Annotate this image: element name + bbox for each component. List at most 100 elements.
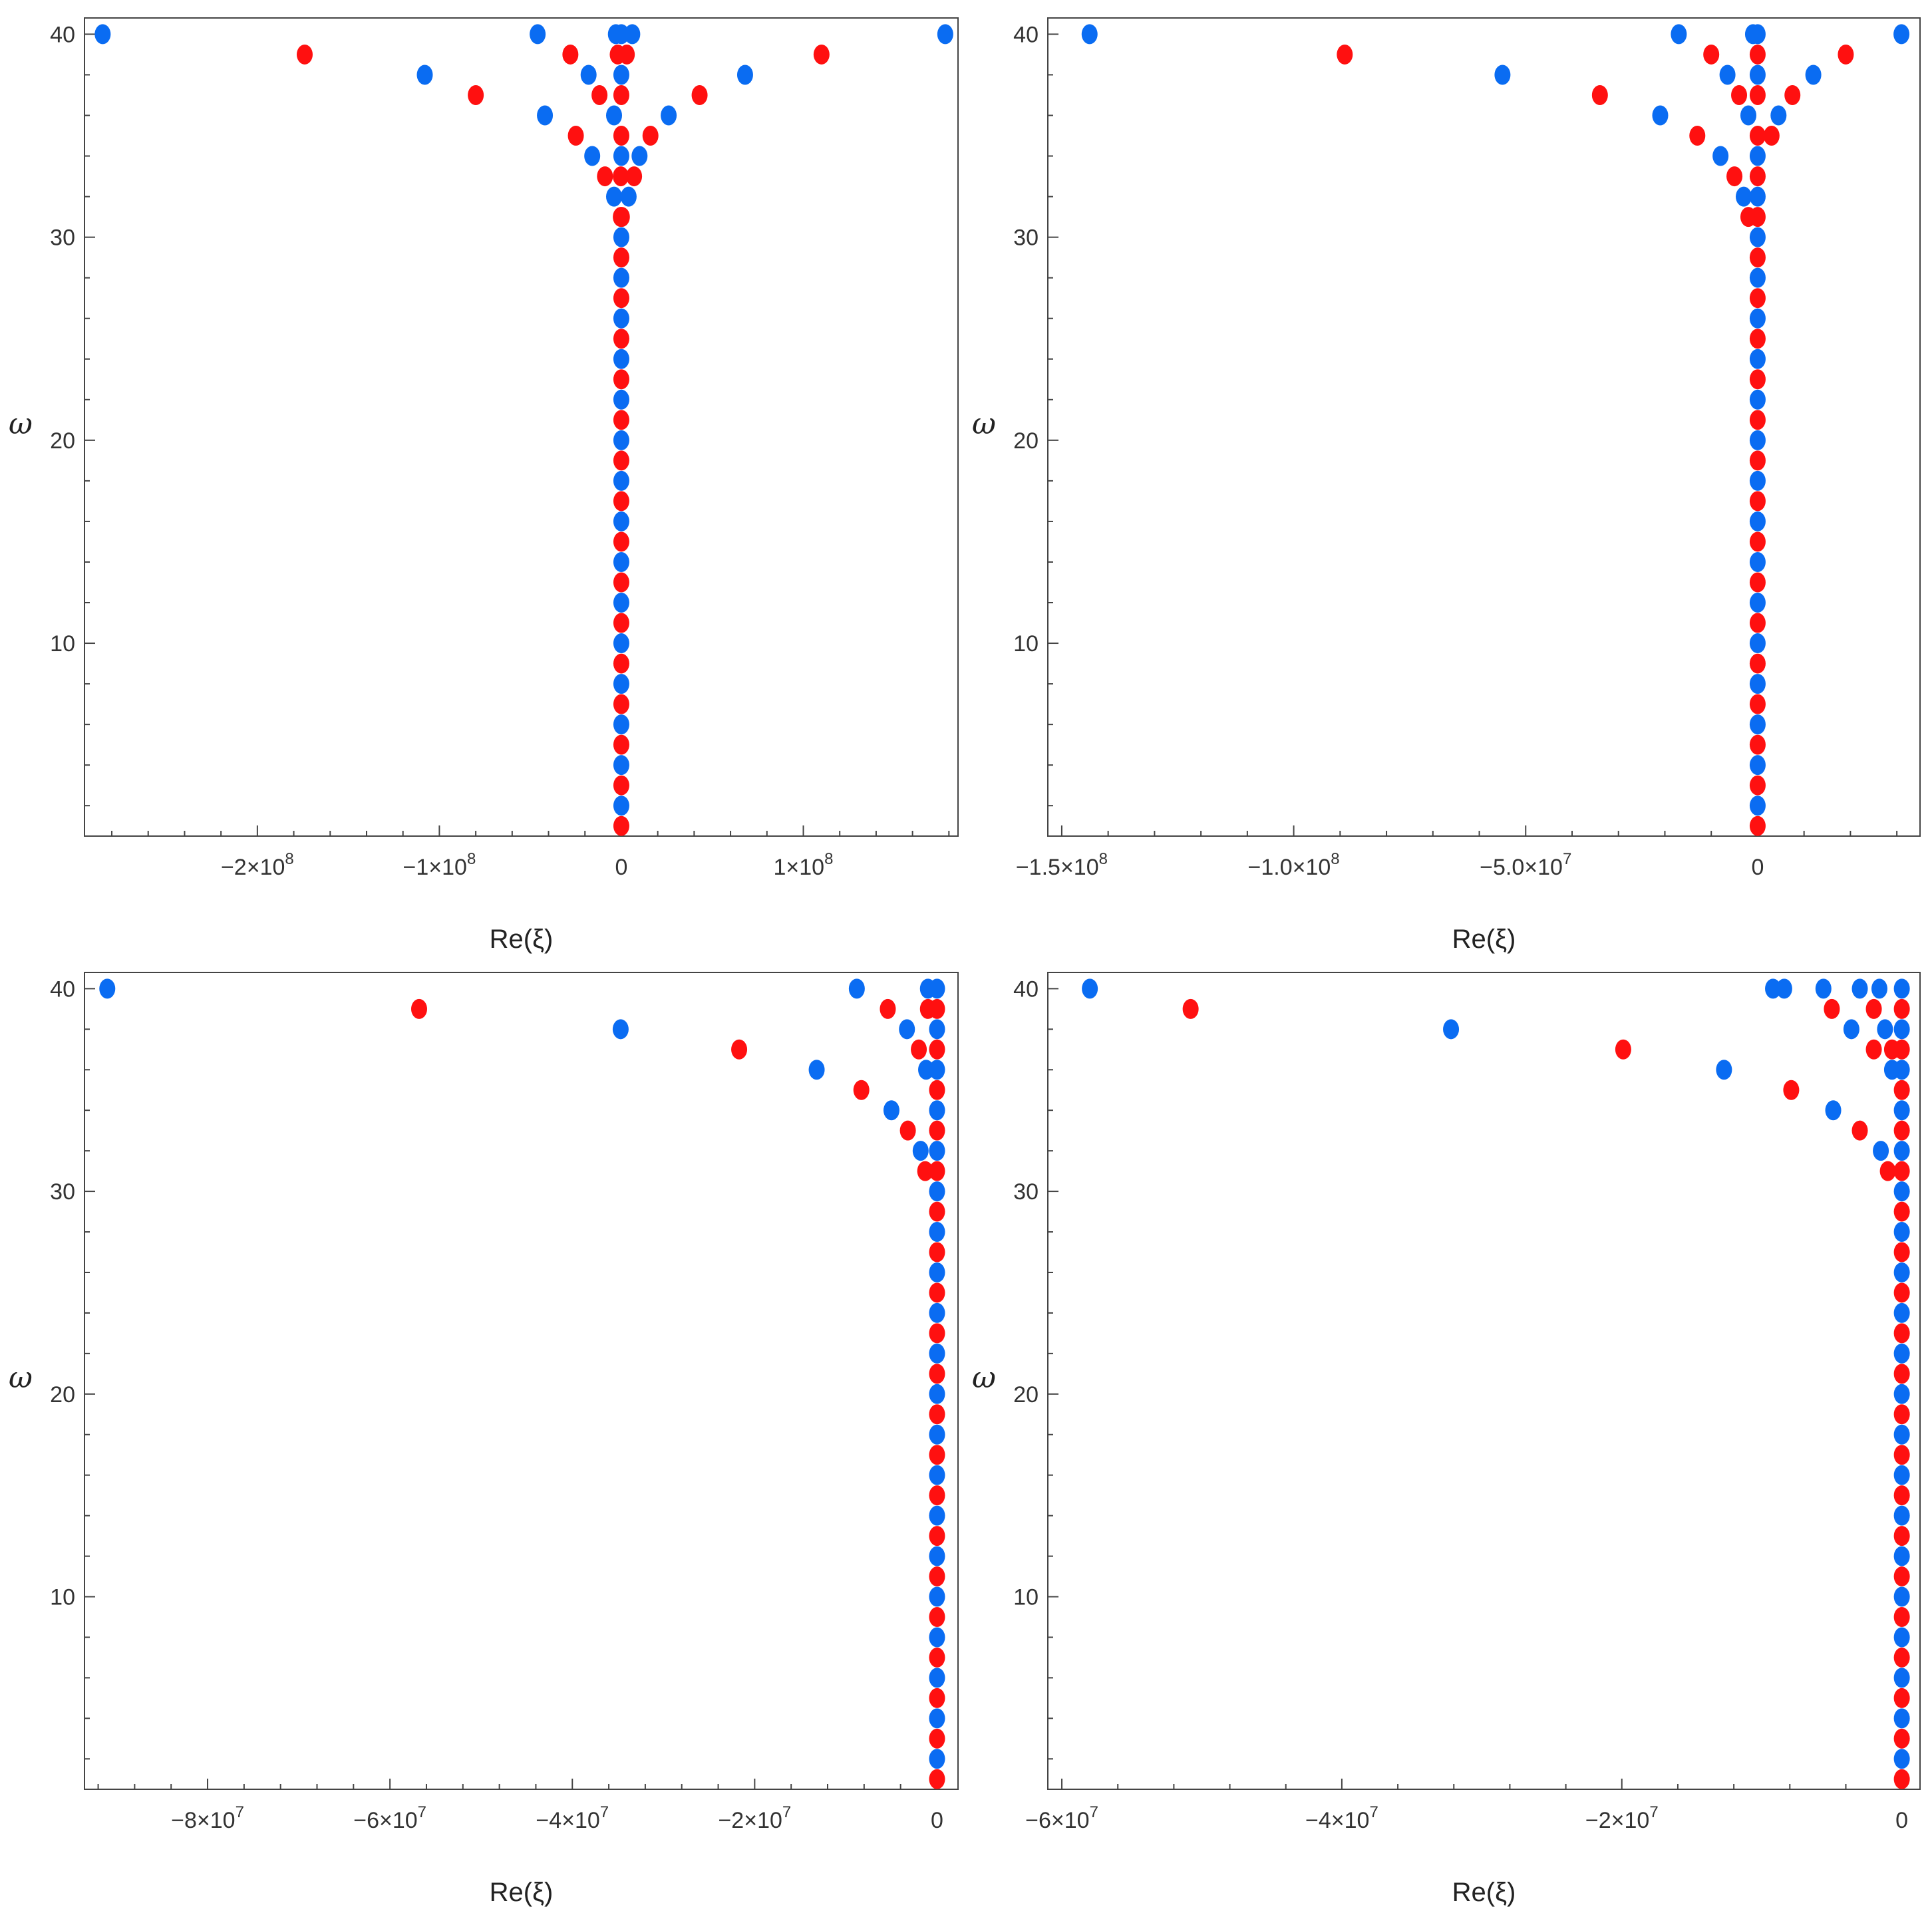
point-red (1749, 166, 1766, 187)
point-red (619, 44, 635, 65)
x-tick-label: 0 (1895, 1808, 1908, 1833)
x-tick-label: −1.0×108 (1248, 850, 1340, 880)
point-red (929, 1323, 945, 1344)
point-red (1703, 44, 1720, 65)
point-red (1749, 207, 1766, 227)
point-blue (1815, 978, 1832, 999)
point-red (562, 44, 579, 65)
point-blue (1893, 1668, 1910, 1688)
y-axis-label: ω (9, 1361, 33, 1395)
point-red (1893, 1080, 1910, 1100)
point-blue (613, 308, 629, 329)
point-blue (848, 978, 865, 999)
point-blue (929, 1384, 945, 1404)
point-blue (613, 389, 629, 410)
point-red (1893, 1201, 1910, 1222)
point-red (1591, 84, 1608, 105)
point-blue (1749, 430, 1766, 450)
point-blue (1893, 1465, 1910, 1485)
point-blue (929, 1060, 945, 1080)
point-red (853, 1080, 870, 1100)
point-blue (1749, 714, 1766, 735)
point-blue (1893, 1384, 1910, 1404)
point-red (929, 998, 945, 1019)
point-red (929, 1161, 945, 1181)
point-blue (613, 227, 629, 247)
point-blue (1893, 24, 1910, 45)
x-axis-label: Re(ξ) (490, 1878, 554, 1907)
panel-bottom-left: 10 20 30 40 −8×107 −6×107 −4×107 −2×107 0 Re(ξ) ω (9, 972, 959, 1907)
point-red (1893, 1364, 1910, 1384)
point-red (1852, 1120, 1868, 1141)
point-red (899, 1120, 916, 1141)
point-red (1824, 998, 1840, 1019)
point-blue (416, 65, 433, 85)
point-red (1749, 734, 1766, 755)
point-blue (1877, 1019, 1893, 1040)
point-red (1893, 1282, 1910, 1303)
point-red (613, 166, 629, 187)
point-blue (606, 105, 623, 126)
y-tick-label: 40 (50, 22, 75, 47)
point-blue (1893, 1424, 1910, 1445)
y-tick-label: 10 (50, 1585, 75, 1610)
point-red (597, 166, 613, 187)
point-red (1726, 166, 1743, 187)
point-red (929, 1445, 945, 1465)
point-red (1749, 126, 1766, 146)
point-red (929, 1120, 945, 1141)
x-tick-label: −8×107 (171, 1803, 244, 1833)
point-blue (537, 105, 554, 126)
point-red (626, 166, 643, 187)
y-tick-label: 30 (1013, 1179, 1039, 1205)
point-blue (929, 1505, 945, 1526)
point-blue (929, 1141, 945, 1161)
point-red (613, 207, 630, 227)
x-tick-label: −1×108 (403, 850, 476, 880)
point-red (929, 1606, 945, 1627)
point-red (911, 1039, 927, 1060)
point-blue (613, 674, 629, 694)
x-tick-label: −4×107 (536, 1803, 609, 1833)
point-red (1838, 44, 1854, 65)
point-blue (1893, 1749, 1910, 1769)
point-red (613, 653, 629, 674)
y-axis-label: ω (9, 407, 33, 441)
point-blue (1749, 633, 1766, 654)
point-red (1615, 1039, 1631, 1060)
point-blue (94, 24, 111, 45)
point-blue (613, 551, 629, 572)
point-blue (1770, 105, 1787, 126)
point-red (613, 247, 629, 268)
y-tick-label: 10 (50, 631, 75, 657)
panel-bottom-right: 10 20 30 40 −6×107 −4×107 −2×107 0 Re(ξ) ω (972, 972, 1921, 1907)
point-blue (1749, 227, 1766, 247)
point-blue (1443, 1019, 1460, 1040)
point-red (1749, 491, 1766, 512)
point-blue (1749, 551, 1766, 572)
point-red (613, 775, 629, 796)
point-red (880, 998, 896, 1019)
point-blue (613, 714, 629, 735)
point-blue (1712, 146, 1729, 166)
y-tick-label: 20 (1013, 428, 1039, 454)
x-axis-label: Re(ξ) (490, 925, 554, 954)
point-blue (661, 105, 677, 126)
point-blue (1749, 511, 1766, 531)
point-red (1784, 84, 1801, 105)
point-blue (1893, 978, 1910, 999)
x-tick-label: −2×107 (1585, 1803, 1659, 1833)
point-blue (1671, 24, 1687, 45)
point-blue (613, 593, 629, 613)
point-red (642, 126, 659, 146)
x-tick-label: −1.5×108 (1016, 850, 1108, 880)
point-blue (929, 1749, 945, 1769)
point-red (1749, 572, 1766, 593)
point-red (296, 44, 313, 65)
point-blue (808, 1060, 825, 1080)
point-red (1893, 998, 1910, 1019)
point-red (929, 1201, 945, 1222)
point-blue (1749, 267, 1766, 288)
point-blue (1893, 1343, 1910, 1364)
point-blue (606, 186, 623, 207)
